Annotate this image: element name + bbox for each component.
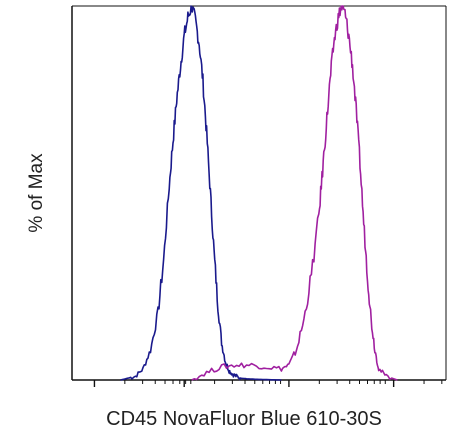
plot-frame bbox=[71, 5, 447, 381]
x-axis-ticks bbox=[93, 380, 443, 387]
y-axis-label: % of Max bbox=[26, 153, 47, 233]
histogram-series-1 bbox=[120, 5, 282, 381]
x-axis-label: CD45 NovaFluor Blue 610-30S bbox=[106, 408, 382, 430]
series-layer bbox=[120, 5, 398, 381]
histogram-series-2 bbox=[191, 5, 398, 381]
